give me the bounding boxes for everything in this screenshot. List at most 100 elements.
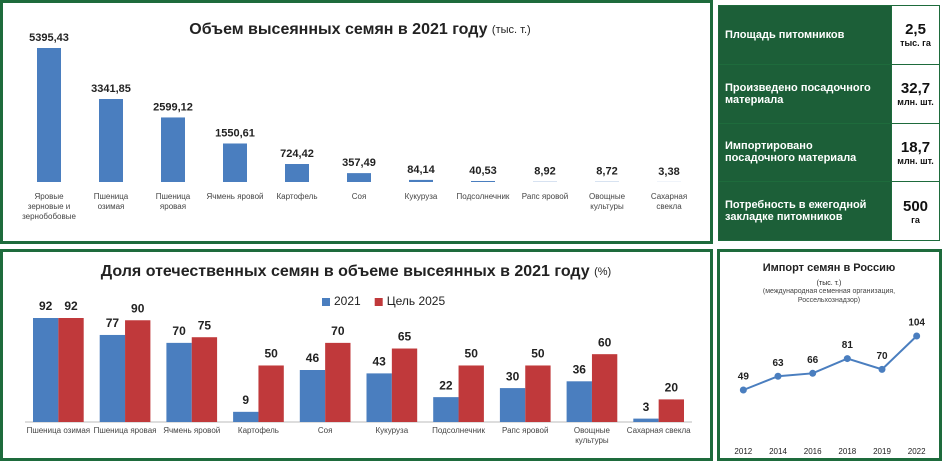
subtitle: (тыс. т.) [817, 280, 842, 287]
value-label: 357,49 [342, 157, 376, 169]
bar [233, 411, 259, 422]
bar [285, 164, 309, 182]
x-tick-label-box: Рапс яровой [502, 426, 549, 435]
stat-value-cell: 2,5 тыс. га [891, 5, 940, 65]
value-label: 8,92 [534, 166, 555, 178]
bar [525, 365, 551, 422]
value-label: 50 [531, 347, 545, 361]
x-tick-label: Пшеница яровая [93, 426, 157, 435]
panel-border [0, 249, 713, 461]
x-tick-label: Сахарная свекла [650, 192, 688, 211]
x-tick-label-box: Овощные культуры [573, 426, 610, 445]
point [809, 369, 817, 377]
value-label: 92 [39, 299, 53, 313]
x-tick-label: 2016 [804, 447, 822, 456]
title: Объем высеянных семян в 2021 году [189, 21, 487, 38]
x-tick-label-box: Картофель [276, 192, 318, 201]
bar [566, 381, 592, 422]
x-tick-label: Соя [317, 426, 333, 435]
stats-row: Импортировано посадочного материала 18,7 м… [718, 122, 940, 183]
value-label: 46 [306, 351, 320, 365]
point [739, 386, 747, 394]
x-tick-label: Рапс яровой [502, 426, 549, 435]
value-label: 65 [398, 330, 412, 344]
stat-unit: га [911, 214, 920, 225]
value-label: 40,53 [469, 165, 497, 177]
chart-title: Доля отечественных семян в объеме высеян… [101, 263, 611, 280]
value-label: 3 [643, 400, 650, 414]
stat-unit: тыс. га [900, 38, 931, 49]
x-tick-label: 2022 [908, 447, 926, 456]
title: Доля отечественных семян в объеме высеян… [101, 263, 590, 280]
value-label: 90 [131, 301, 145, 315]
stat-label: Импортировано посадочного материала [718, 122, 892, 183]
x-tick-label-box: Пшеница озимая [26, 426, 91, 435]
value-label: 70 [172, 324, 186, 338]
panel-border [717, 249, 942, 461]
stats-row: Площадь питомников 2,5 тыс. га [718, 5, 940, 65]
stat-value: 2,5 [905, 21, 926, 39]
x-tick-label-box: Подсолнечник [432, 426, 485, 435]
legend-swatch [322, 298, 330, 306]
chart-title: Импорт семян в Россию [763, 262, 896, 274]
bar [433, 397, 459, 422]
x-tick-label: Кукуруза [404, 192, 438, 201]
x-tick-label-box: Пшеница озимая [94, 192, 129, 211]
x-tick-label: Подсолнечник [432, 426, 485, 435]
stat-value: 18,7 [900, 138, 931, 156]
x-tick-label-box: Пшеница яровая [155, 192, 191, 211]
value-label: 3341,85 [91, 83, 131, 95]
stat-label: Потребность в ежегодной закладке питомни… [718, 181, 892, 241]
point [774, 372, 782, 380]
bar [258, 365, 284, 422]
value-label: 60 [598, 335, 612, 349]
x-tick-label-box: Кукуруза [404, 192, 438, 201]
stat-value: 32,7 [900, 80, 931, 98]
subtitle: (тыс. т.) [492, 24, 531, 36]
x-tick-label: Овощные культуры [588, 192, 626, 211]
value-label: 36 [573, 362, 587, 376]
value-label: 77 [106, 316, 120, 330]
bar [161, 117, 185, 182]
x-tick-label: Картофель [237, 426, 279, 435]
line [742, 335, 918, 391]
x-tick-label: Подсолнечник [456, 192, 510, 201]
x-tick-label-box: Ячмень яровой [206, 192, 264, 201]
legend-label: 2021 [334, 294, 361, 308]
panel-border [0, 0, 713, 244]
x-tick-label: 2018 [838, 447, 856, 456]
stat-value: 500 [902, 197, 929, 215]
x-tick-label-box: Подсолнечник [456, 192, 510, 201]
stats-table: Площадь питомников 2,5 тыс. га Произведено … [718, 5, 940, 241]
bar [99, 99, 123, 182]
point [843, 355, 851, 363]
bar [471, 180, 495, 182]
value-label: 50 [465, 347, 479, 361]
bar [125, 320, 151, 422]
value-label: 3,38 [658, 166, 679, 178]
x-tick-label-box: Рапс яровой [521, 192, 569, 201]
x-tick-label: Пшеница яровая [155, 192, 191, 211]
stat-unit: млн. шт. [897, 97, 934, 108]
bar [347, 173, 371, 182]
value-label: 5395,43 [29, 32, 69, 44]
x-tick-label-box: Яровые зерновые и зернобобовые [22, 192, 76, 221]
x-tick-label: Ячмень яровой [206, 192, 264, 201]
stats-row: Произведено посадочного материала 32,7 млн… [718, 63, 940, 124]
x-tick-label: Картофель [276, 192, 318, 201]
stat-unit: млн. шт. [897, 155, 934, 166]
note: (международная семенная организация, Рос… [763, 288, 895, 304]
bar [366, 373, 392, 422]
x-tick-label: Овощные культуры [573, 426, 610, 445]
chart-title: Объем высеянных семян в 2021 году (тыс. … [189, 21, 530, 38]
stats-row: Потребность в ежегодной закладке питомни… [718, 181, 940, 241]
x-tick-label: Пшеница озимая [26, 426, 91, 435]
value-label: 84,14 [407, 164, 435, 176]
stat-value-cell: 32,7 млн. шт. [891, 63, 940, 124]
x-tick-label: Яровые зерновые и зернобобовые [22, 192, 76, 221]
x-tick-label: Рапс яровой [521, 192, 569, 201]
value-label: 30 [506, 369, 520, 383]
x-tick-label: 2012 [734, 447, 752, 456]
stat-label: Площадь питомников [718, 5, 892, 65]
